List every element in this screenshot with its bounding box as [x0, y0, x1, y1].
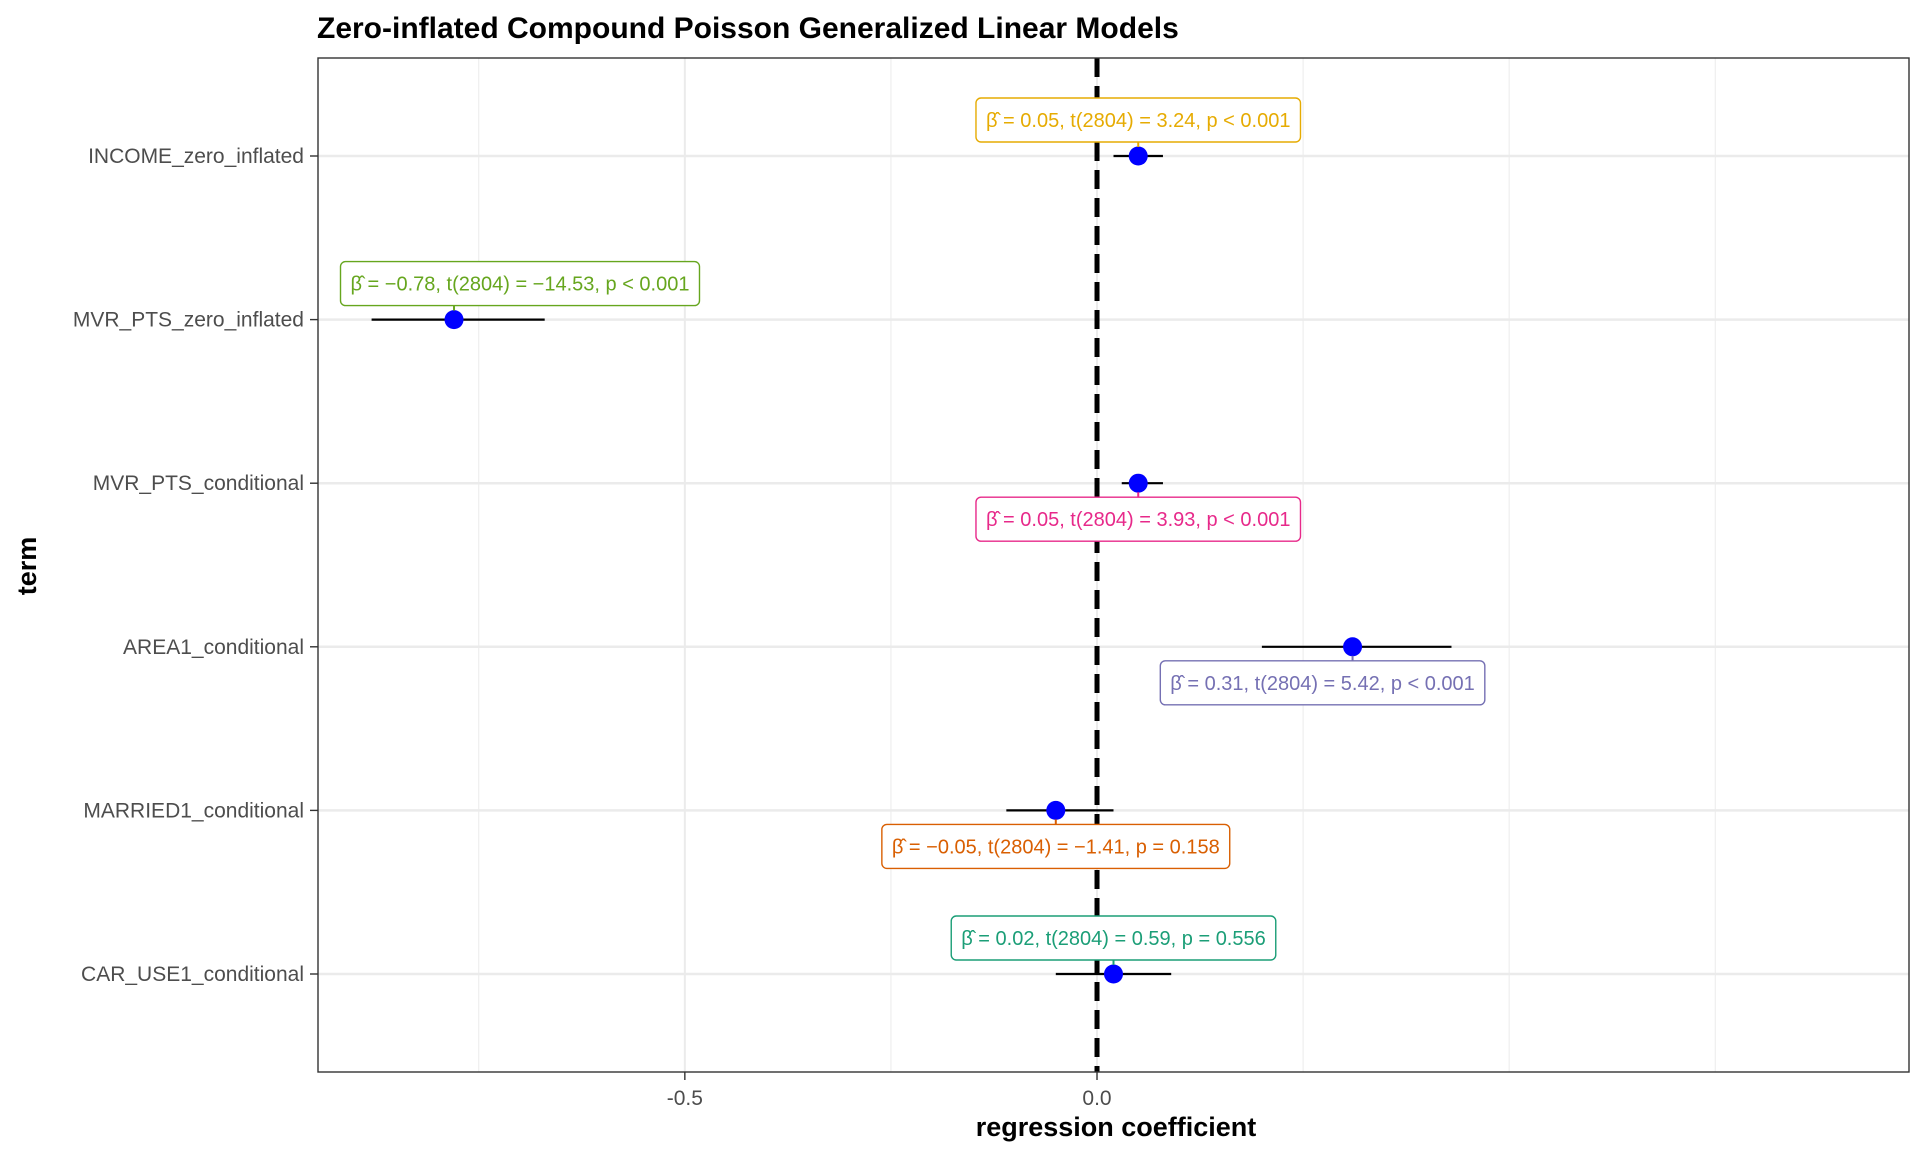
annotation-box [1159, 660, 1486, 706]
x-axis: -0.5 0.0 [667, 1072, 1112, 1110]
annotation-MVR_PTS_zero_inflated: β̂ = −0.78, t(2804) = −14.53, p < 0.001 [339, 260, 701, 307]
y-axis: INCOME_zero_inflated MVR_PTS_zero_inflate… [73, 145, 318, 986]
estimate-points [444, 146, 1363, 984]
y-tick-label: AREA1_conditional [123, 636, 304, 659]
annotation-MARRIED1_conditional: β̂ = −0.05, t(2804) = −1.41, p = 0.158 [881, 823, 1231, 870]
annotation-box [881, 823, 1231, 870]
annotation-text: β̂ = 0.05, t(2804) = 3.93, p < 0.001 [986, 509, 1291, 531]
annotation-text: β̂ = −0.05, t(2804) = −1.41, p = 0.158 [892, 836, 1220, 858]
annotation-MVR_PTS_conditional: β̂ = 0.05, t(2804) = 3.93, p < 0.001 [975, 496, 1302, 542]
annotation-labels: β̂ = 0.05, t(2804) = 3.24, p < 0.001 β̂ =… [339, 97, 1486, 965]
y-tick-label: MVR_PTS_zero_inflated [73, 309, 304, 332]
y-tick-label: CAR_USE1_conditional [81, 963, 304, 986]
point-AREA1_conditional [1343, 637, 1363, 657]
annotation-text: β̂ = 0.02, t(2804) = 0.59, p = 0.556 [961, 928, 1266, 950]
annotation-text: β̂ = 0.05, t(2804) = 3.24, p < 0.001 [986, 110, 1291, 132]
point-MVR_PTS_zero_inflated [444, 310, 464, 330]
annotation-box [950, 915, 1277, 961]
point-INCOME_zero_inflated [1128, 146, 1148, 166]
x-tick-label: 0.0 [1082, 1087, 1111, 1110]
point-MVR_PTS_conditional [1128, 473, 1148, 493]
annotation-text: β̂ = 0.31, t(2804) = 5.42, p < 0.001 [1170, 673, 1475, 695]
point-MARRIED1_conditional [1046, 800, 1066, 820]
annotation-box [975, 97, 1302, 143]
panel-border [317, 57, 1910, 1073]
annotation-box [975, 496, 1302, 542]
annotation-text: β̂ = −0.78, t(2804) = −14.53, p < 0.001 [351, 274, 690, 296]
annotation-INCOME_zero_inflated: β̂ = 0.05, t(2804) = 3.24, p < 0.001 [975, 97, 1302, 143]
x-tick-label: -0.5 [667, 1087, 703, 1110]
annotation-AREA1_conditional: β̂ = 0.31, t(2804) = 5.42, p < 0.001 [1159, 660, 1486, 706]
chart-title: Zero-inflated Compound Poisson Generaliz… [317, 12, 1179, 45]
annotation-box [339, 260, 701, 307]
y-tick-label: MARRIED1_conditional [83, 799, 304, 822]
grid-minor [478, 58, 1716, 1072]
x-axis-title: regression coefficient [976, 1112, 1257, 1142]
y-axis-title: term [12, 537, 42, 596]
point-CAR_USE1_conditional [1104, 964, 1123, 984]
y-tick-label: INCOME_zero_inflated [88, 145, 304, 168]
annotation-CAR_USE1_conditional: β̂ = 0.02, t(2804) = 0.59, p = 0.556 [950, 915, 1277, 961]
y-tick-label: MVR_PTS_conditional [93, 472, 304, 495]
